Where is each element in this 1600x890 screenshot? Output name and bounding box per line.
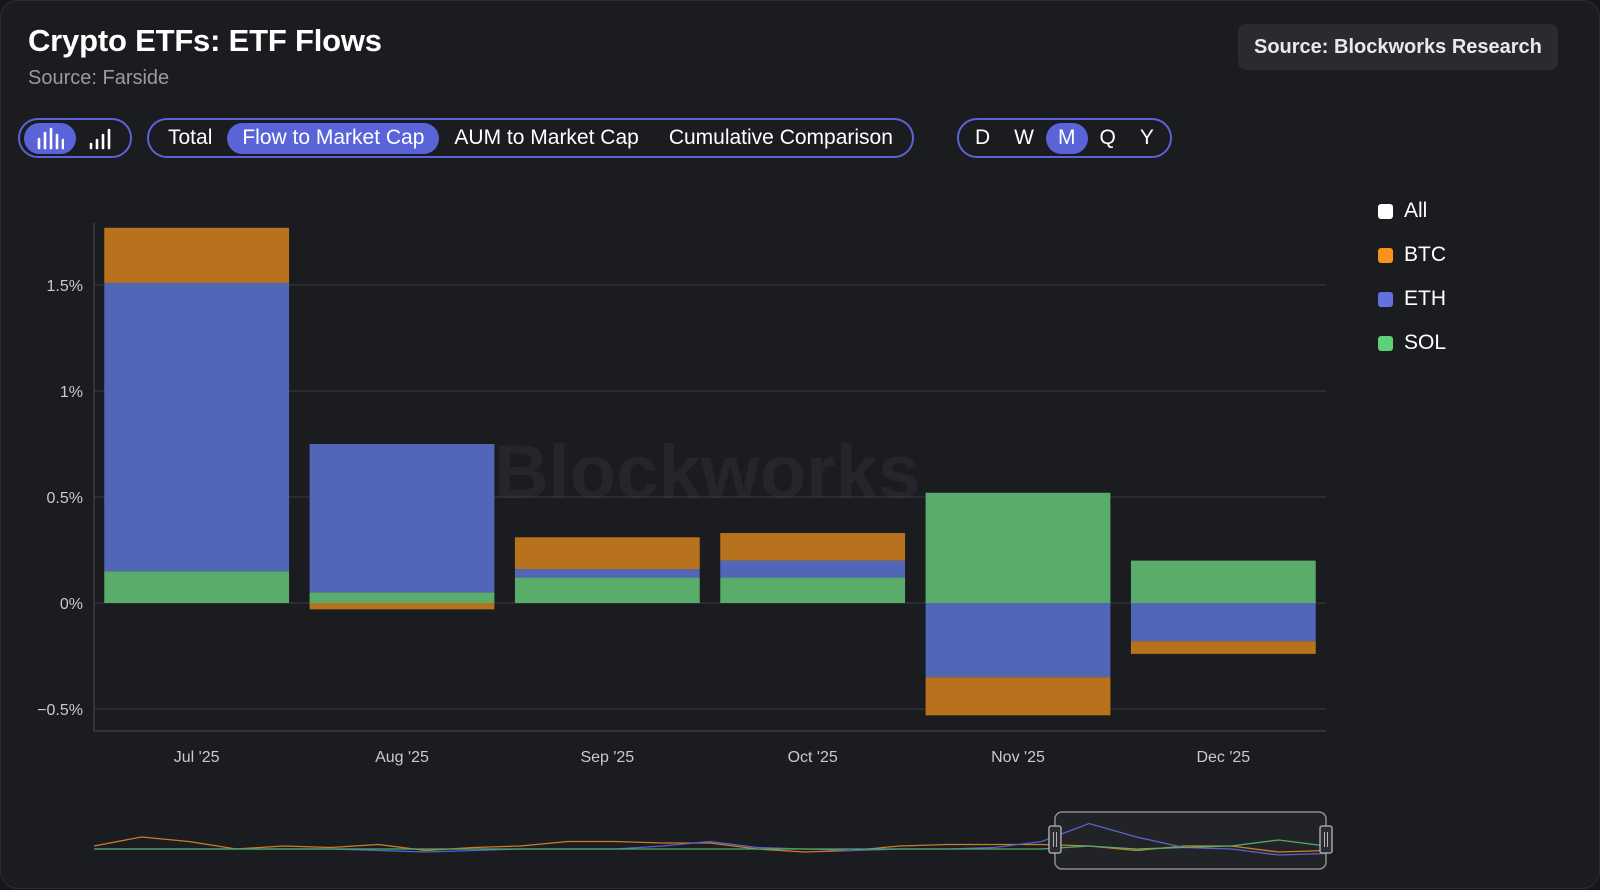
navigator-handle-right[interactable] bbox=[1319, 825, 1333, 854]
legend-label: BTC bbox=[1404, 243, 1446, 266]
legend-item-btc[interactable]: BTC bbox=[1378, 233, 1446, 277]
bar-sol bbox=[104, 571, 290, 603]
page-title: Crypto ETFs: ETF Flows bbox=[28, 23, 382, 58]
x-tick-label: Jul '25 bbox=[174, 749, 220, 766]
period-tab-w[interactable]: W bbox=[1014, 126, 1034, 149]
legend-swatch bbox=[1378, 203, 1393, 219]
legend: All BTC ETH SOL bbox=[1378, 189, 1446, 365]
bar-eth bbox=[925, 603, 1111, 678]
period-tab-y[interactable]: Y bbox=[1139, 126, 1154, 149]
bar-sol bbox=[720, 577, 906, 603]
bar-eth bbox=[514, 569, 700, 578]
legend-swatch bbox=[1378, 291, 1393, 307]
bar-btc bbox=[309, 603, 495, 610]
bar-sol bbox=[1130, 560, 1316, 603]
watermark: Blockworks bbox=[494, 430, 921, 515]
bar-eth bbox=[309, 444, 495, 593]
period-tabs: D W M Q Y bbox=[957, 118, 1172, 158]
tab-total[interactable]: Total bbox=[168, 126, 213, 149]
navigator-selection bbox=[1054, 811, 1327, 870]
legend-label: SOL bbox=[1404, 331, 1447, 354]
navigator-handle-left[interactable] bbox=[1048, 825, 1062, 854]
period-tab-q[interactable]: Q bbox=[1099, 126, 1116, 149]
legend-swatch bbox=[1378, 335, 1393, 351]
bar-sol bbox=[925, 492, 1111, 603]
bar-sol bbox=[309, 592, 495, 603]
bar-eth bbox=[720, 560, 906, 578]
bar-btc bbox=[1130, 641, 1316, 654]
chart-type-toggle bbox=[18, 118, 132, 158]
y-tick-label: 1% bbox=[60, 384, 83, 401]
navigator-line-sol bbox=[94, 839, 1327, 850]
bar-btc bbox=[104, 227, 290, 283]
legend-label: All bbox=[1404, 199, 1428, 222]
period-tab-d[interactable]: D bbox=[975, 126, 991, 149]
x-tick-label: Aug '25 bbox=[375, 749, 429, 766]
column-chart-icon[interactable] bbox=[76, 123, 126, 154]
x-tick-label: Sep '25 bbox=[580, 749, 634, 766]
source-badge: Source: Blockworks Research bbox=[1238, 24, 1558, 70]
bar-btc bbox=[720, 533, 906, 561]
bar-btc bbox=[925, 677, 1111, 716]
page-subtitle: Source: Farside bbox=[28, 67, 170, 89]
bar-eth bbox=[104, 282, 290, 572]
tab-flow-to-market-cap[interactable]: Flow to Market Cap bbox=[227, 122, 440, 154]
x-tick-label: Dec '25 bbox=[1196, 749, 1250, 766]
bar-sol bbox=[514, 577, 700, 603]
tab-cumulative-comparison[interactable]: Cumulative Comparison bbox=[668, 126, 893, 149]
x-tick-label: Nov '25 bbox=[991, 749, 1045, 766]
bar-btc bbox=[514, 537, 700, 570]
legend-item-sol[interactable]: SOL bbox=[1378, 321, 1446, 365]
bar-eth bbox=[1130, 603, 1316, 642]
y-tick-label: 0% bbox=[60, 596, 83, 613]
legend-item-eth[interactable]: ETH bbox=[1378, 277, 1446, 321]
period-tab-m[interactable]: M bbox=[1046, 122, 1088, 154]
navigator-line-btc bbox=[93, 836, 1327, 853]
x-tick-label: Oct '25 bbox=[788, 749, 838, 766]
legend-swatch bbox=[1378, 247, 1393, 263]
legend-label: ETH bbox=[1404, 287, 1446, 310]
bar-chart-icon[interactable] bbox=[24, 122, 76, 154]
tab-aum-to-market-cap[interactable]: AUM to Market Cap bbox=[454, 126, 639, 149]
metric-tabs: Total Flow to Market Cap AUM to Market C… bbox=[147, 118, 914, 158]
y-tick-label: 0.5% bbox=[47, 490, 83, 507]
y-tick-label: 1.5% bbox=[47, 278, 83, 295]
y-tick-label: −0.5% bbox=[37, 702, 83, 719]
legend-item-all[interactable]: All bbox=[1378, 189, 1446, 233]
